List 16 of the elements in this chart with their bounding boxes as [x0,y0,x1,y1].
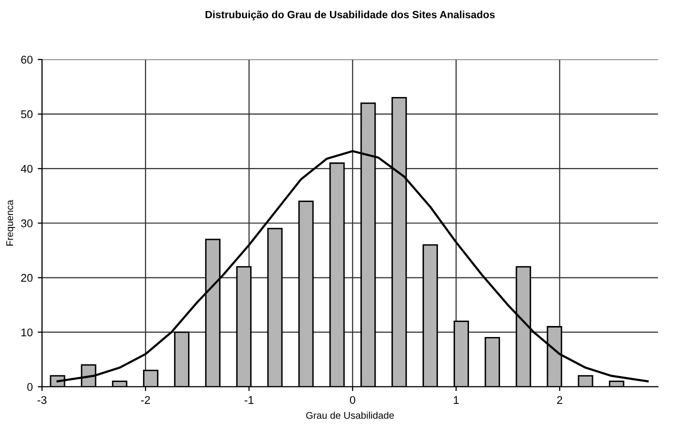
x-tick-label: 2 [557,396,562,404]
y-tick-label: 40 [20,164,33,173]
y-tick-label: 60 [21,56,33,64]
x-tick-label: 0 [350,396,356,404]
y-tick-label: 0 [27,383,33,391]
chart-title: Distrubuição do Grau de Usabilidade dos Sites Analisados [206,10,495,20]
y-axis-title: Frequenca [6,200,16,246]
x-tick-label: -1 [244,396,254,404]
x-axis-title: Grau de Usabilidade [306,412,394,419]
y-tick-label: 20 [21,274,33,282]
y-tick-label: 50 [21,110,33,118]
x-tick-label: 1 [454,396,459,404]
x-tick-label: -2 [141,396,150,404]
x-tick-label: -3 [38,396,46,404]
y-tick-label: 10 [21,328,33,336]
y-tick-label: 30 [21,219,33,228]
